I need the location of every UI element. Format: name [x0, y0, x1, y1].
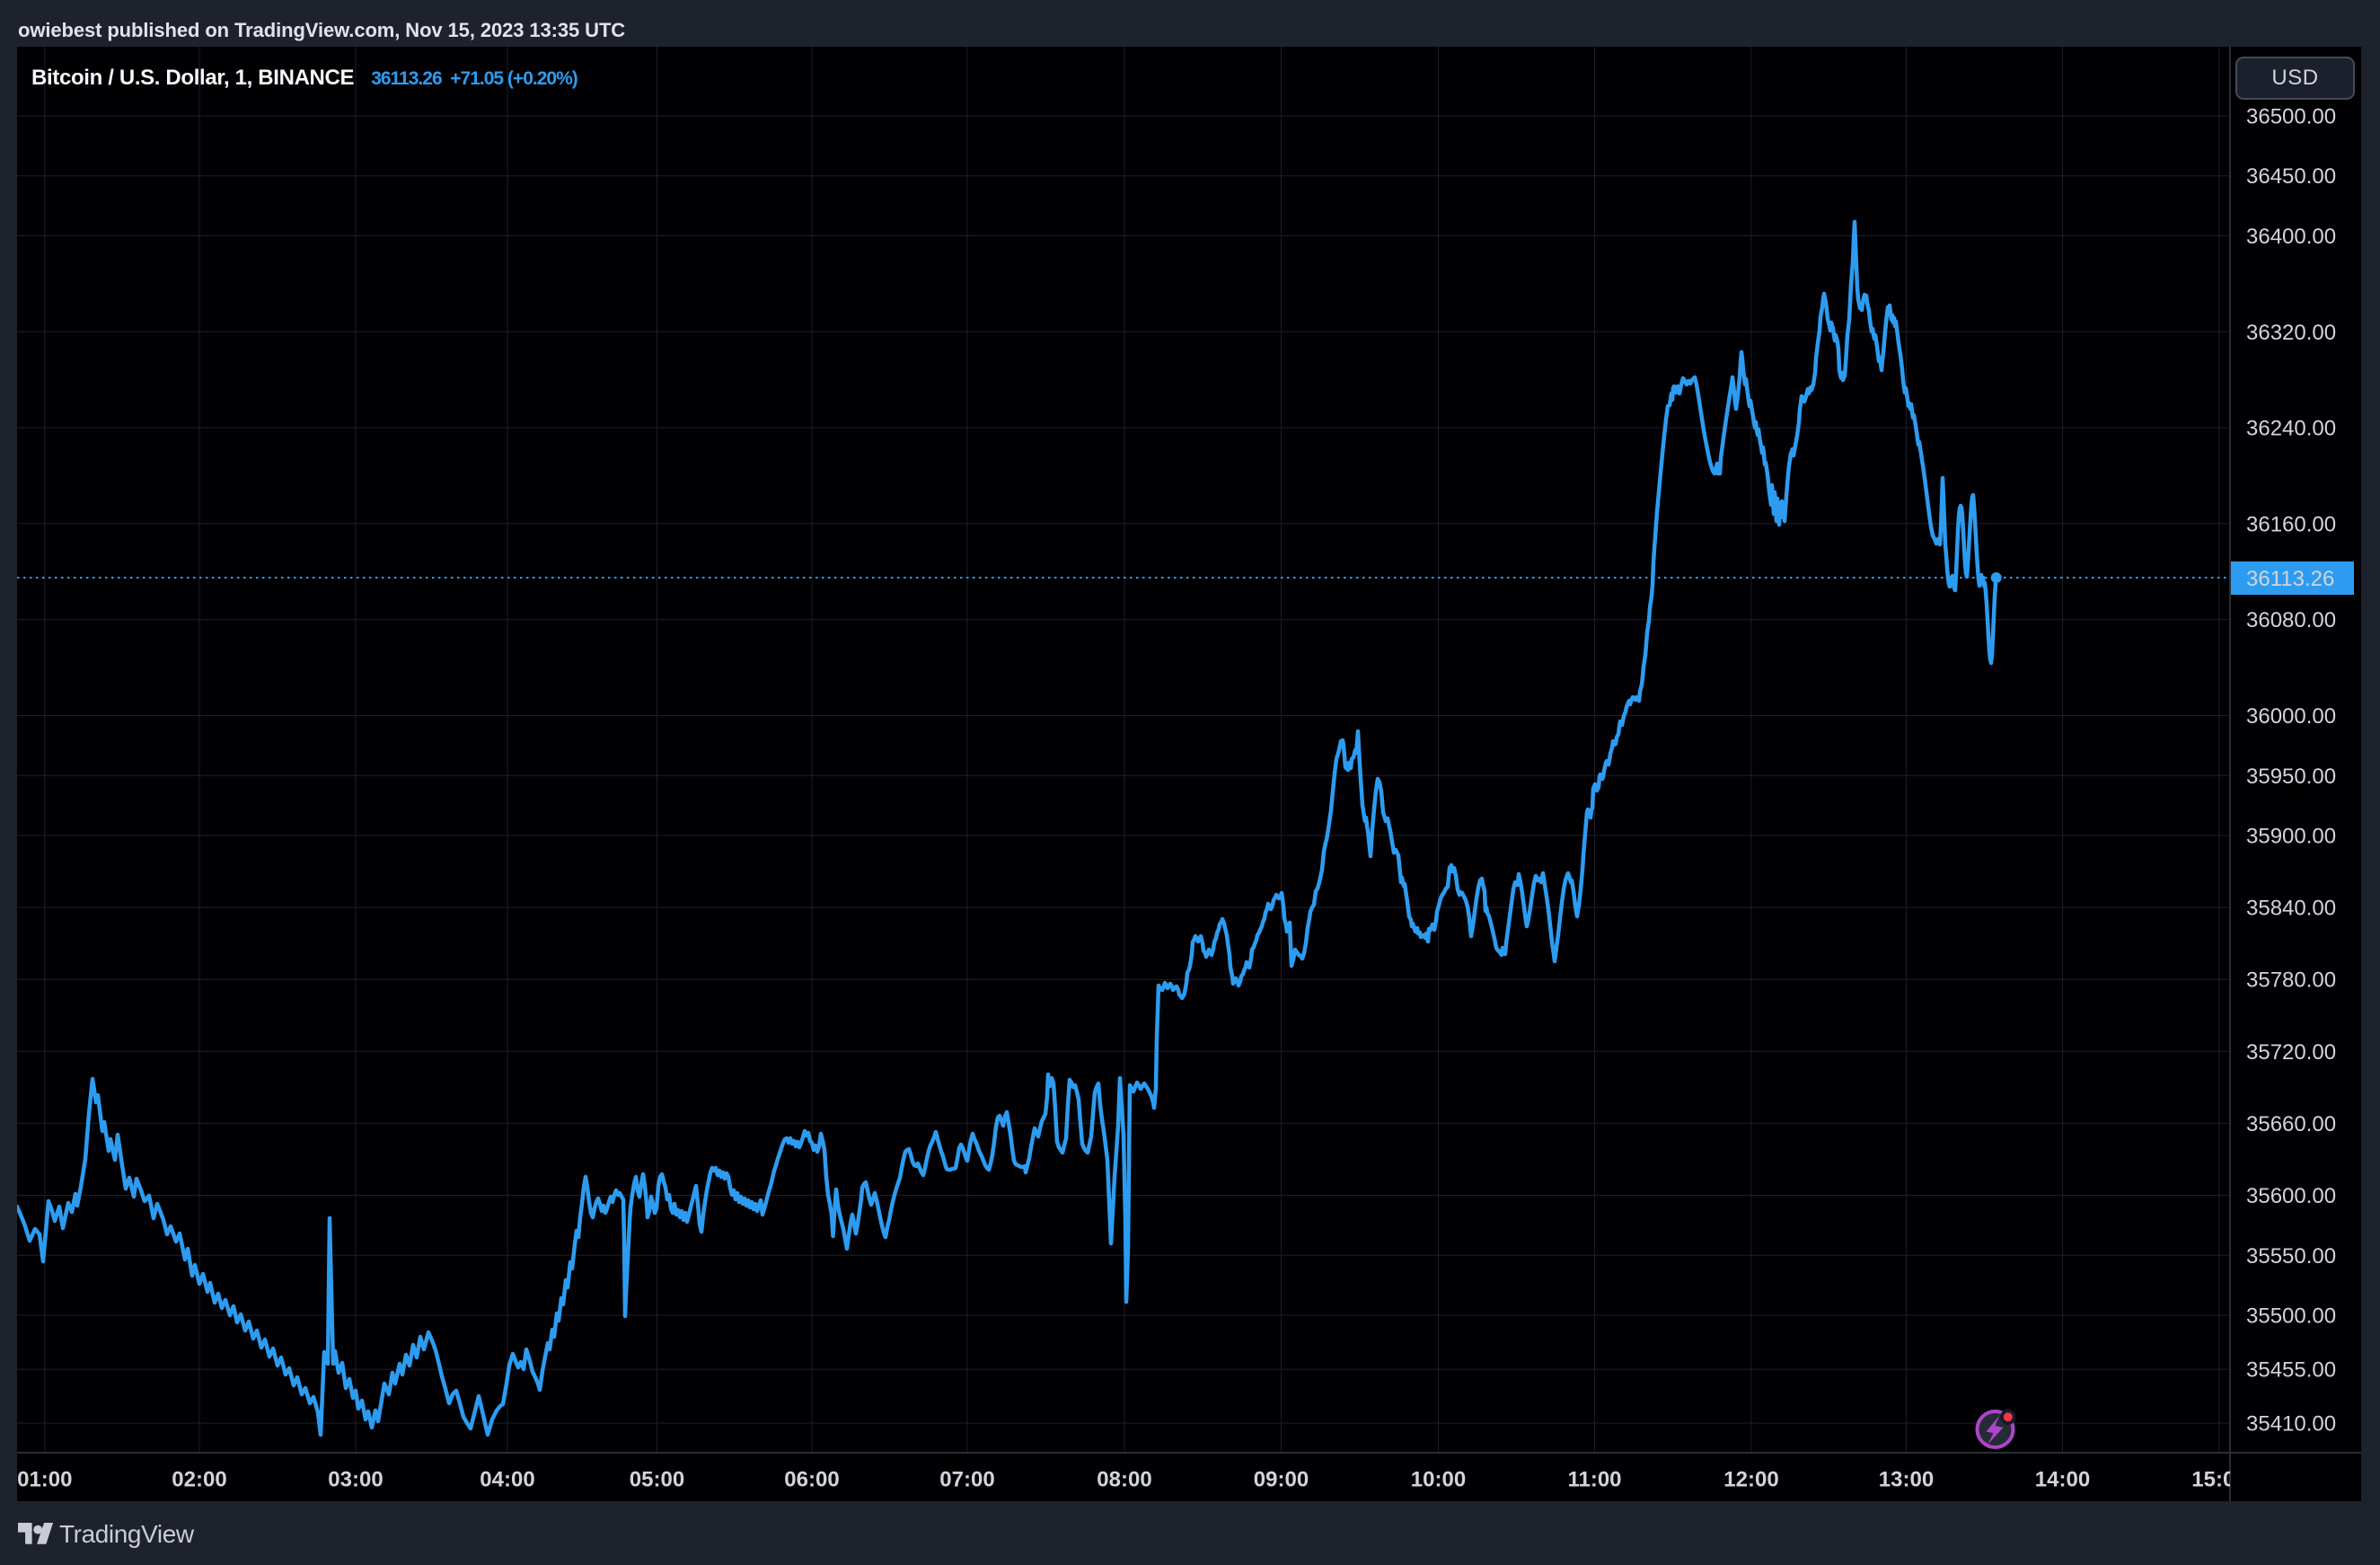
svg-text:08:00: 08:00	[1097, 1468, 1151, 1492]
svg-text:36160.00: 36160.00	[2246, 512, 2336, 536]
svg-text:36000.00: 36000.00	[2246, 704, 2336, 729]
svg-text:35550.00: 35550.00	[2246, 1244, 2336, 1269]
svg-text:11:00: 11:00	[1567, 1468, 1621, 1492]
svg-text:36500.00: 36500.00	[2246, 105, 2336, 129]
svg-text:35780.00: 35780.00	[2246, 968, 2336, 993]
svg-text:35660.00: 35660.00	[2246, 1112, 2336, 1136]
svg-text:09:00: 09:00	[1254, 1468, 1309, 1492]
svg-text:36400.00: 36400.00	[2246, 225, 2336, 249]
svg-text:36080.00: 36080.00	[2246, 608, 2336, 632]
svg-text:05:00: 05:00	[630, 1468, 684, 1492]
svg-text:03:00: 03:00	[328, 1468, 383, 1492]
svg-text:01:00: 01:00	[17, 1468, 72, 1492]
svg-text:35950.00: 35950.00	[2246, 765, 2336, 789]
svg-text:36113.26: 36113.26	[2246, 567, 2334, 591]
svg-text:12:00: 12:00	[1723, 1468, 1778, 1492]
svg-text:36240.00: 36240.00	[2246, 417, 2336, 441]
svg-text:36450.00: 36450.00	[2246, 164, 2336, 189]
svg-text:35455.00: 35455.00	[2246, 1358, 2336, 1383]
svg-text:35410.00: 35410.00	[2246, 1412, 2336, 1437]
svg-text:02:00: 02:00	[172, 1468, 226, 1492]
svg-text:15:00: 15:00	[2191, 1468, 2246, 1492]
svg-text:36320.00: 36320.00	[2246, 321, 2336, 345]
svg-text:35600.00: 35600.00	[2246, 1184, 2336, 1208]
svg-text:06:00: 06:00	[784, 1468, 839, 1492]
svg-text:35840.00: 35840.00	[2246, 897, 2336, 921]
svg-text:14:00: 14:00	[2035, 1468, 2090, 1492]
svg-text:13:00: 13:00	[1879, 1468, 1934, 1492]
svg-text:10:00: 10:00	[1411, 1468, 1466, 1492]
svg-text:04:00: 04:00	[480, 1468, 534, 1492]
svg-text:35500.00: 35500.00	[2246, 1304, 2336, 1329]
svg-text:35720.00: 35720.00	[2246, 1040, 2336, 1065]
svg-text:35900.00: 35900.00	[2246, 825, 2336, 849]
svg-text:07:00: 07:00	[939, 1468, 994, 1492]
